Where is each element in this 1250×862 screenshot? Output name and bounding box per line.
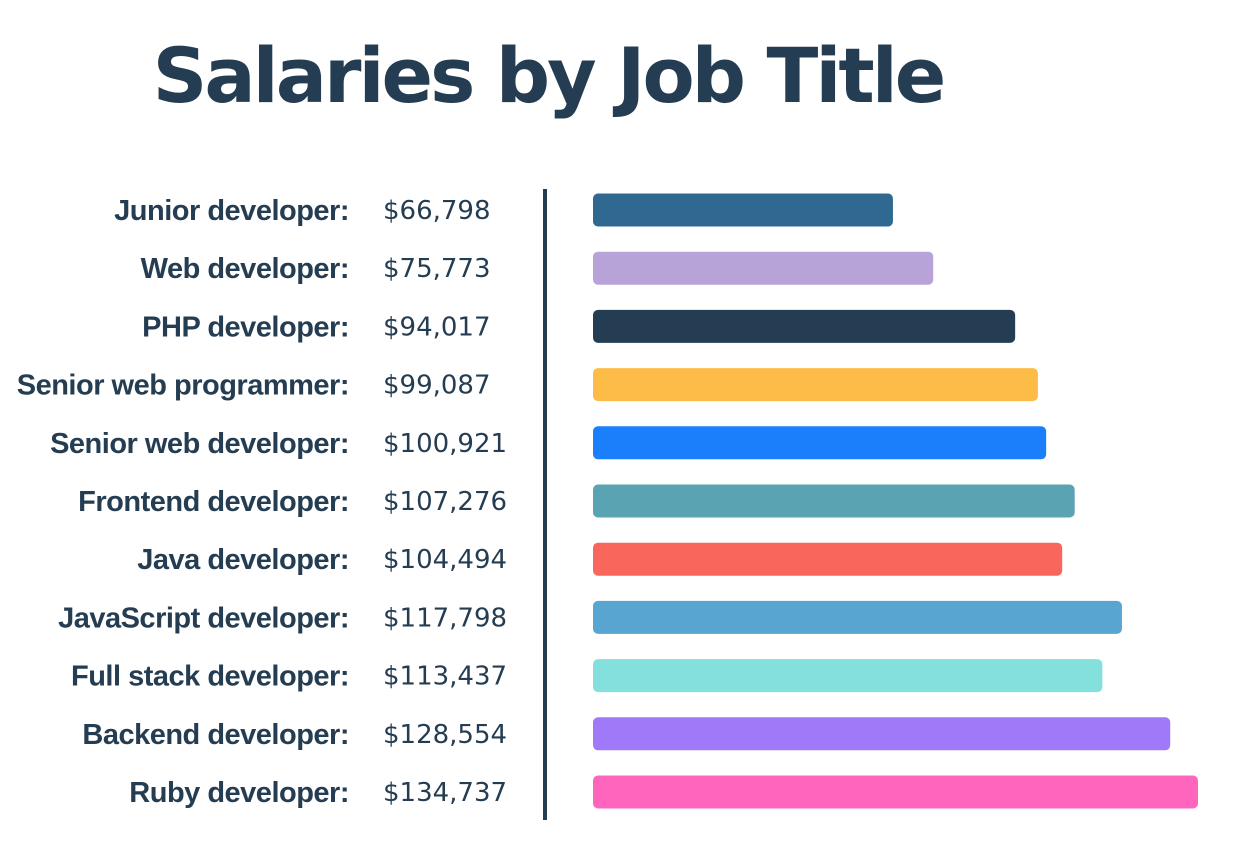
category-label: Junior developer: xyxy=(114,195,349,227)
bar xyxy=(593,251,934,285)
value-label: $107,276 xyxy=(383,487,507,517)
value-label: $66,798 xyxy=(383,196,491,226)
bar xyxy=(593,659,1103,693)
bar xyxy=(593,717,1171,751)
category-label: Backend developer: xyxy=(82,719,349,751)
category-label: Senior web developer: xyxy=(50,428,349,460)
category-label: Full stack developer: xyxy=(71,661,349,693)
value-label: $75,773 xyxy=(383,254,491,284)
bar xyxy=(593,542,1063,576)
category-label: Ruby developer: xyxy=(129,777,349,809)
value-label: $104,494 xyxy=(383,545,507,575)
bar xyxy=(593,309,1016,343)
value-label: $134,737 xyxy=(383,778,507,808)
bar-rows: Junior developer: $66,798 Web developer: $7… xyxy=(17,193,1198,809)
category-label: Java developer: xyxy=(137,544,349,576)
value-label: $113,437 xyxy=(383,662,507,692)
category-label: Senior web programmer: xyxy=(17,370,349,402)
category-label: JavaScript developer: xyxy=(58,602,349,634)
bar xyxy=(593,600,1122,634)
value-label: $94,017 xyxy=(383,312,491,342)
chart-title: Salaries by Job Title xyxy=(153,31,944,120)
category-label: PHP developer: xyxy=(142,311,349,343)
bar xyxy=(593,484,1075,518)
bar xyxy=(593,193,893,227)
bar xyxy=(593,426,1047,460)
bar xyxy=(593,775,1198,809)
value-label: $99,087 xyxy=(383,371,491,401)
value-label: $117,798 xyxy=(383,603,507,633)
bar xyxy=(593,368,1038,402)
category-label: Web developer: xyxy=(141,253,349,285)
value-label: $100,921 xyxy=(383,429,507,459)
value-label: $128,554 xyxy=(383,720,507,750)
category-label: Frontend developer: xyxy=(78,486,349,518)
